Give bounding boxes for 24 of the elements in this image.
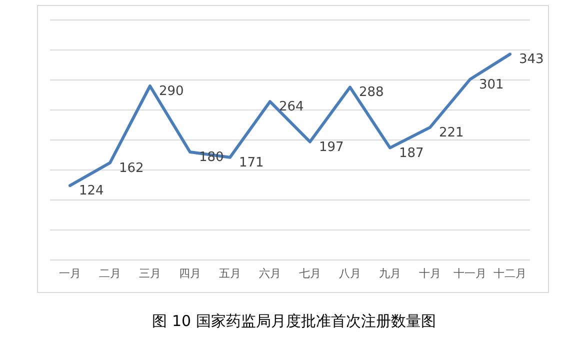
x-tick-label: 六月 (259, 267, 281, 280)
x-tick-label: 一月 (59, 267, 81, 280)
data-label: 197 (319, 140, 344, 155)
x-tick-label: 九月 (379, 267, 401, 280)
x-tick-label: 十月 (419, 267, 441, 280)
x-tick-label: 二月 (99, 267, 121, 280)
data-label: 343 (519, 52, 544, 68)
x-tick-label: 四月 (179, 267, 201, 280)
text: 图 10 国家药监局月度批准首次注册数量图 (152, 312, 436, 330)
data-label: 171 (239, 155, 264, 170)
data-label: 264 (279, 100, 304, 115)
x-tick-label: 八月 (339, 267, 361, 280)
x-tick-label: 十一月 (454, 267, 486, 280)
data-label: 288 (359, 85, 384, 100)
x-tick-label: 五月 (219, 267, 241, 280)
x-tick-label: 七月 (299, 267, 321, 280)
x-tick-label: 十二月 (494, 267, 526, 280)
data-label: 162 (119, 160, 144, 176)
data-label: 187 (399, 146, 424, 161)
data-label: 124 (79, 184, 104, 199)
data-label: 221 (439, 125, 464, 140)
data-label: 301 (479, 77, 504, 92)
data-label: 290 (159, 84, 184, 99)
x-tick-label: 三月 (139, 267, 161, 280)
